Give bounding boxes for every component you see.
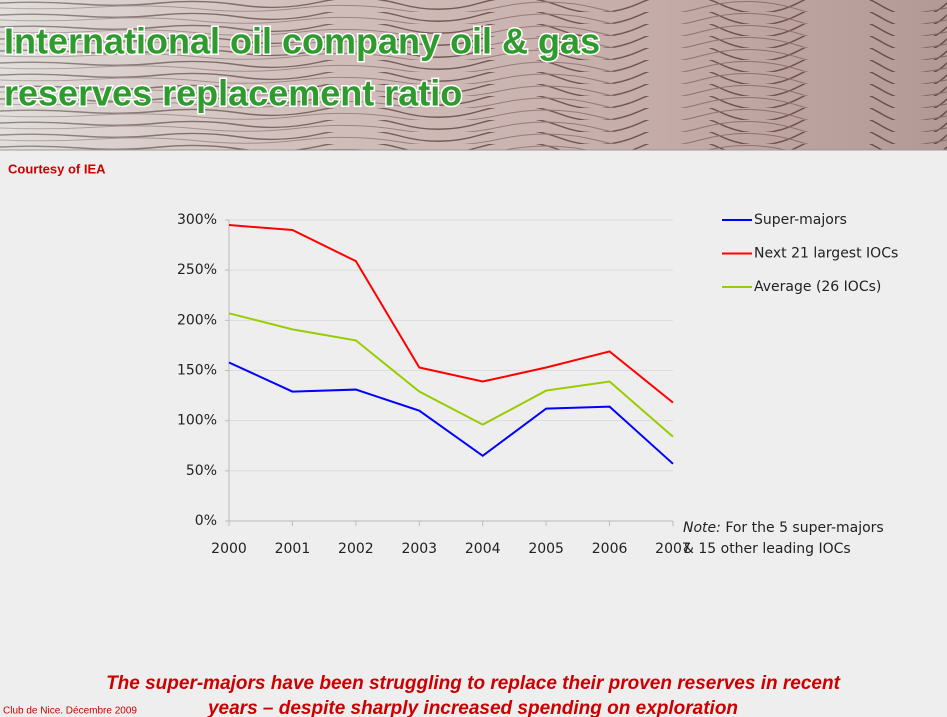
legend-label: Next 21 largest IOCs	[754, 246, 898, 262]
x-tick-label: 2003	[401, 541, 437, 557]
y-tick-label: 300%	[177, 212, 217, 228]
note-label: Note:	[683, 520, 721, 536]
x-tick-label: 2004	[465, 541, 501, 557]
footer: Club de Nice. Décembre 2009	[3, 706, 137, 717]
note-text: For the 5 super-majors	[725, 520, 883, 536]
y-tick-label: 50%	[186, 463, 217, 479]
note: Note: For the 5 super-majors	[683, 520, 884, 536]
y-tick-label: 150%	[177, 363, 217, 379]
legend-label: Super-majors	[754, 212, 847, 228]
x-tick-label: 2001	[275, 541, 311, 557]
legend-label: Average (26 IOCs)	[754, 279, 881, 295]
y-tick-label: 200%	[177, 312, 217, 328]
y-tick-label: 0%	[195, 513, 217, 529]
note-text: & 15 other leading IOCs	[683, 541, 851, 557]
series-line	[228, 312, 674, 438]
y-tick-label: 100%	[177, 413, 217, 429]
title: reserves replacement ratio	[4, 73, 462, 114]
source: Courtesy of IEA	[8, 161, 106, 176]
series-line	[228, 224, 674, 404]
series-line	[228, 361, 674, 465]
header-tint	[0, 0, 947, 150]
x-tick-label: 2002	[338, 541, 374, 557]
x-tick-label: 2007	[655, 541, 691, 557]
y-tick-label: 250%	[177, 262, 217, 278]
caption: The super-majors have been struggling to…	[106, 673, 841, 694]
x-tick-label: 2000	[211, 541, 247, 557]
x-tick-label: 2005	[528, 541, 564, 557]
caption: years – despite sharply increased spendi…	[207, 698, 738, 717]
x-tick-label: 2006	[592, 541, 628, 557]
title: International oil company oil & gas	[4, 21, 600, 62]
